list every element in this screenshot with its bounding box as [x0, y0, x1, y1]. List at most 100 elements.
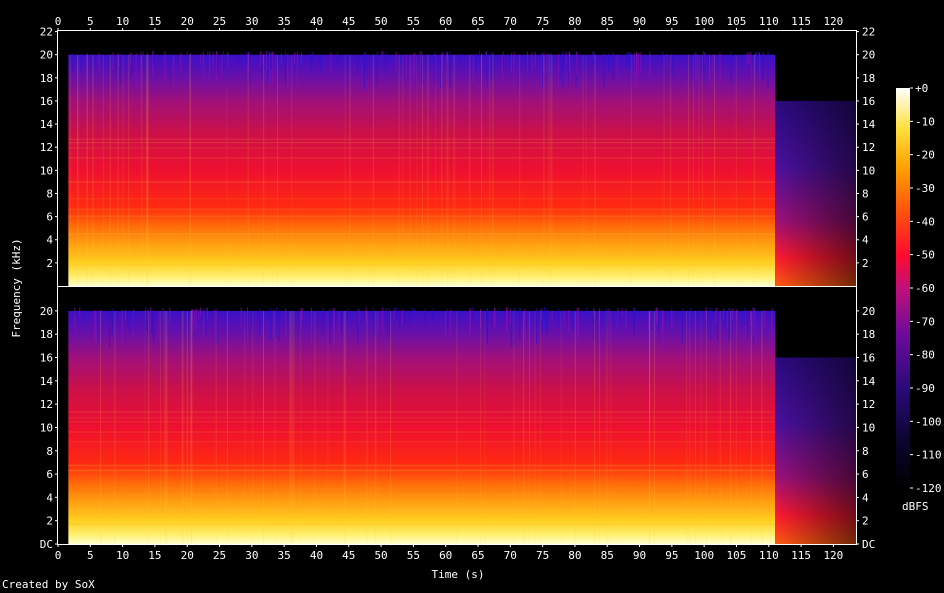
spectrogram-channel-2	[57, 286, 857, 545]
y-axis-left: 2 4 6 8 10 12 14 16 18 20 22 DC 2 4 6 8 10 12 14 16 18 20	[40, 26, 58, 551]
y-tick-label-right: 20	[862, 305, 875, 318]
spectrogram-channel-1	[57, 30, 857, 287]
colorbar-tick-label: -110	[915, 449, 942, 462]
y-axis-right: 2 4 6 8 10 12 14 16 18 20 22 DC 2 4 6 8 10 12 14 16 18 20	[856, 26, 876, 551]
x-tick-label-top: 95	[665, 15, 678, 28]
y-tick-label-right: 14	[862, 118, 876, 131]
y-tick-label-left: 6	[46, 468, 53, 481]
y-tick-label-right: 14	[862, 375, 876, 388]
x-tick-label-top: 70	[504, 15, 517, 28]
x-tick-label-bottom: 70	[504, 549, 517, 562]
colorbar-tick-label: -30	[915, 182, 935, 195]
y-tick-label-right: 4	[862, 234, 869, 247]
y-tick-label-left: 4	[46, 234, 53, 247]
y-tick-label-left: 12	[40, 398, 53, 411]
x-tick-label-bottom: 5	[87, 549, 94, 562]
colorbar-tick-label: -20	[915, 149, 935, 162]
y-tick-label-right: 2	[862, 515, 869, 528]
x-tick-label-bottom: 85	[601, 549, 614, 562]
x-tick-label-top: 45	[342, 15, 355, 28]
music-energy	[68, 310, 776, 544]
x-tick-label-bottom: 120	[823, 549, 843, 562]
colorbar-tick-label: -90	[915, 382, 935, 395]
x-tick-label-top: 65	[471, 15, 484, 28]
colorbar-ticks: +0 -10 -20 -30 -40 -50 -60 -70 -80 -90 -100 -110 -12…	[910, 82, 942, 495]
y-tick-label-left: 8	[46, 445, 53, 458]
x-tick-label-bottom: 55	[407, 549, 420, 562]
y-tick-label-right: 20	[862, 49, 875, 62]
y-tick-label-right: 16	[862, 352, 875, 365]
y-tick-label-right: 6	[862, 211, 869, 224]
panel-frame	[57, 286, 857, 545]
y-tick-label-right: 16	[862, 95, 875, 108]
x-tick-label-top: 85	[601, 15, 614, 28]
y-tick-label-right: 10	[862, 421, 875, 434]
x-tick-label-bottom: 30	[245, 549, 258, 562]
x-tick-label-top: 120	[823, 15, 843, 28]
colorbar-strip	[896, 88, 910, 488]
y-tick-label-right: 18	[862, 72, 875, 85]
x-tick-label-top: 30	[245, 15, 258, 28]
x-tick-label-bottom: 115	[791, 549, 811, 562]
x-tick-label-bottom: 25	[213, 549, 226, 562]
x-tick-label-top: 10	[116, 15, 129, 28]
x-tick-label-bottom: 45	[342, 549, 355, 562]
x-tick-label-top: 15	[148, 15, 161, 28]
x-tick-label-bottom: 80	[568, 549, 581, 562]
y-tick-label-left: 20	[40, 49, 53, 62]
y-tick-label-left: DC	[40, 538, 53, 551]
x-tick-label-top: 110	[759, 15, 779, 28]
x-tick-label-top: 115	[791, 15, 811, 28]
x-tick-label-top: 25	[213, 15, 226, 28]
spectrogram-panels	[57, 30, 857, 545]
x-tick-label-bottom: 105	[727, 549, 747, 562]
colorbar-tick-label: -100	[915, 415, 942, 428]
colorbar-tick-label: -70	[915, 315, 935, 328]
x-tick-label-top: 100	[694, 15, 714, 28]
y-tick-label-right: 10	[862, 164, 875, 177]
x-tick-label-top: 40	[310, 15, 323, 28]
music-energy	[68, 54, 776, 286]
x-tick-label-bottom: 95	[665, 549, 678, 562]
y-tick-label-left: 12	[40, 141, 53, 154]
colorbar-label: dBFS	[902, 500, 929, 513]
y-axis-label: Frequency (kHz)	[10, 238, 23, 337]
x-tick-label-top: 75	[536, 15, 549, 28]
y-tick-label-right: 8	[862, 187, 869, 200]
y-tick-label-left: 6	[46, 211, 53, 224]
y-tick-label-right: 2	[862, 257, 869, 270]
y-tick-label-left: 4	[46, 491, 53, 504]
y-tick-label-right: 6	[862, 468, 869, 481]
x-tick-label-bottom: 90	[633, 549, 646, 562]
colorbar-tick-label: -40	[915, 215, 935, 228]
x-tick-label-top: 55	[407, 15, 420, 28]
y-tick-label-left: 10	[40, 164, 53, 177]
colorbar-tick-label: -60	[915, 282, 935, 295]
y-tick-label-left: 16	[40, 352, 53, 365]
y-tick-label-left: 14	[40, 375, 54, 388]
colorbar-tick-label: -50	[915, 249, 935, 262]
y-tick-label-right: 18	[862, 328, 875, 341]
x-tick-label-top: 20	[181, 15, 194, 28]
x-axis-top: 0 5 10 15 20 25 30 35 40 45 50 55 60 65 70 75 80 85 90 95 10…	[55, 15, 843, 31]
x-tick-label-bottom: 100	[694, 549, 714, 562]
colorbar: +0 -10 -20 -30 -40 -50 -60 -70 -80 -90 -100 -110 -12…	[896, 82, 942, 513]
x-tick-label-top: 80	[568, 15, 581, 28]
colorbar-tick-label: -10	[915, 115, 935, 128]
y-tick-label-right: 8	[862, 445, 869, 458]
x-tick-label-bottom: 50	[374, 549, 387, 562]
y-tick-label-left: 22	[40, 26, 53, 39]
y-tick-label-left: 10	[40, 421, 53, 434]
y-tick-label-left: 14	[40, 118, 54, 131]
x-axis-bottom: 0 5 10 15 20 25 30 35 40 45 50 55 60 65 70 75 80 85 90 95 10…	[55, 544, 843, 562]
colorbar-tick-label: -80	[915, 349, 935, 362]
x-tick-label-bottom: 20	[181, 549, 194, 562]
x-tick-label-top: 90	[633, 15, 646, 28]
x-tick-label-bottom: 65	[471, 549, 484, 562]
credit-text: Created by SoX	[2, 578, 95, 591]
y-tick-label-right: DC	[862, 538, 875, 551]
x-tick-label-bottom: 60	[439, 549, 452, 562]
y-tick-label-right: 12	[862, 398, 875, 411]
y-tick-label-right: 22	[862, 26, 875, 39]
